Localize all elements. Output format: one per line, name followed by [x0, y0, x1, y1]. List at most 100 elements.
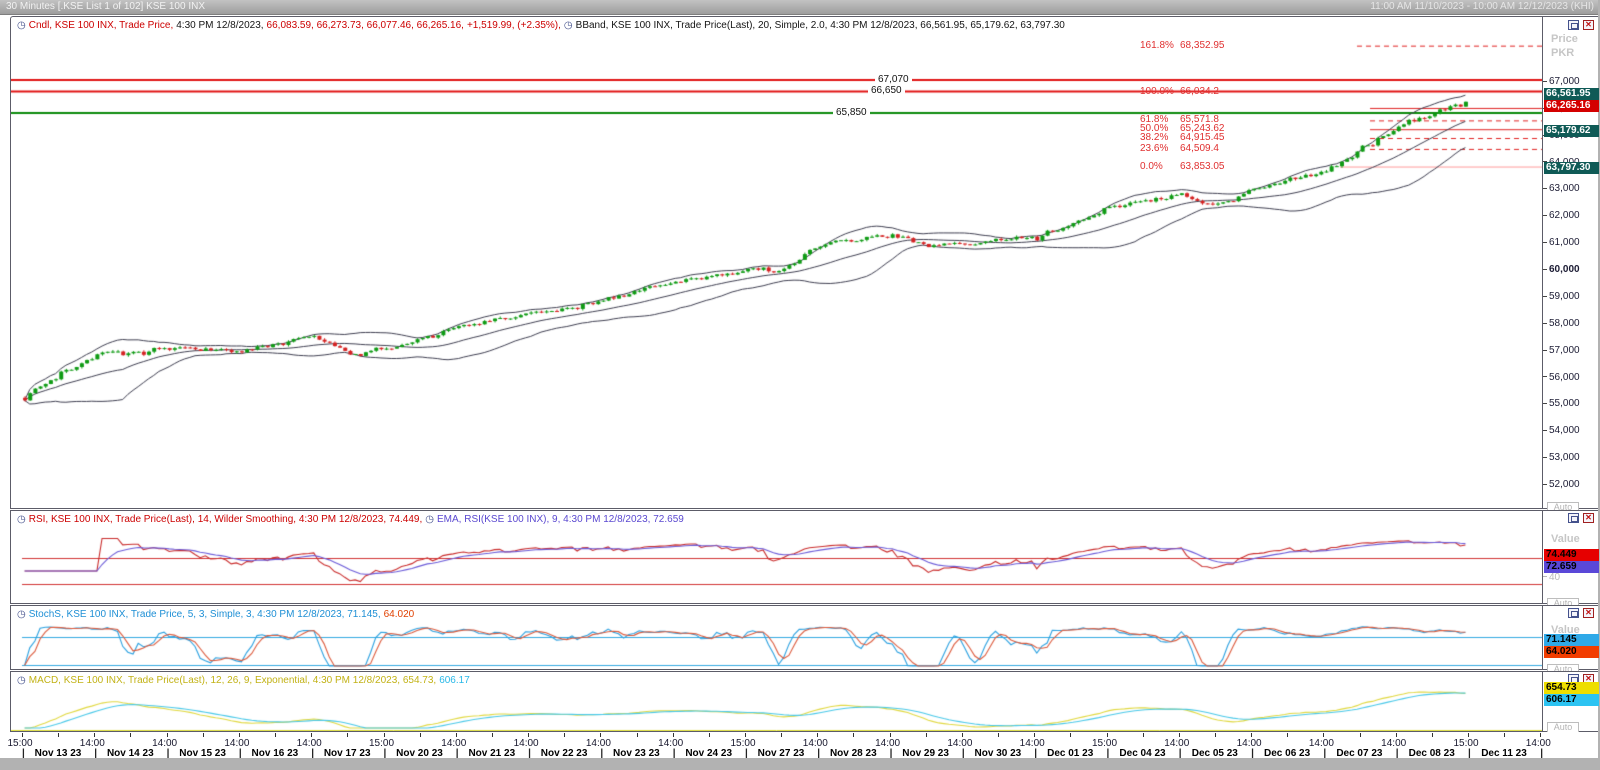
window-titlebar[interactable]: 30 Minutes [.KSE List 1 of 102] KSE 100 … — [0, 0, 1600, 15]
close-panel-icon[interactable]: ✕ — [1583, 20, 1594, 30]
main-chart-legend[interactable]: ◷ Cndl, KSE 100 INX, Trade Price, 4:30 PM … — [17, 20, 1068, 31]
axis-separator: | — [1106, 748, 1110, 759]
fib-level-label[interactable]: 38.2% 64,915.45 — [1140, 132, 1225, 143]
date-axis-label: Nov 13 23 — [34, 748, 82, 759]
date-axis-label: Nov 28 23 — [829, 748, 877, 759]
time-axis-label: 14:00 — [947, 738, 973, 749]
delayed-clock-icon: ◷ — [17, 20, 26, 31]
legend-cndl-name: Cndl, KSE 100 INX, Trade Price, — [28, 20, 174, 31]
time-axis-label: 14:00 — [152, 738, 178, 749]
price-level-label[interactable]: 66,650 — [868, 85, 905, 97]
time-axis-label: 14:00 — [1308, 738, 1334, 749]
time-axis[interactable]: 15:00 14:00 14:00 14:00 14:00 15:00 14:00 14:00… — [0, 732, 1600, 759]
axis-separator: | — [1468, 748, 1471, 759]
axis-tick — [961, 733, 963, 737]
axis-tick — [202, 733, 204, 737]
macd-panel[interactable]: ◷ MACD, KSE 100 INX, Trade Price(Last), 1… — [10, 671, 1543, 732]
axis-separator: | — [1323, 748, 1327, 759]
tick-mark — [1543, 576, 1547, 578]
price-axis-tick: 62,000 — [1543, 210, 1580, 221]
fib-price: 65,571.8 — [1180, 114, 1219, 126]
axis-tick — [998, 733, 1000, 737]
candlestick-canvas[interactable] — [11, 17, 1542, 508]
fib-level-label[interactable]: 23.6% 64,509.4 — [1140, 143, 1219, 154]
time-axis-label: 15:00 — [368, 738, 395, 749]
axis-tick — [419, 733, 421, 737]
date-axis-label: Nov 20 23 — [396, 748, 443, 759]
rsi-panel-controls: ✕ — [1568, 513, 1598, 524]
legend-stoch: StochS, KSE 100 INX, Trade Price, 5, 3, … — [28, 609, 381, 620]
date-axis-label: Nov 17 23 — [323, 748, 371, 759]
rsi-panel[interactable]: ◷ RSI, KSE 100 INX, Trade Price(Last), 14… — [10, 510, 1543, 604]
axis-tick — [1142, 733, 1144, 737]
axis-separator: | — [600, 748, 604, 759]
stochastic-canvas[interactable] — [11, 606, 1542, 669]
tick-mark — [1543, 295, 1547, 297]
time-axis-label: 14:00 — [1525, 738, 1551, 749]
axis-separator: | — [1034, 748, 1037, 759]
value-badge: 66,265.16 — [1544, 100, 1599, 112]
axis-separator: | — [1178, 748, 1182, 759]
legend-stoch-d: 64.020 — [383, 609, 415, 620]
axis-separator: | — [166, 748, 170, 759]
restore-panel-icon[interactable] — [1568, 608, 1579, 618]
date-range-label: 11:00 AM 11/10/2023 - 10:00 AM 12/12/202… — [1370, 1, 1594, 12]
axis-tick — [58, 733, 60, 737]
axis-separator: | — [961, 748, 965, 759]
tick-label: 52,000 — [1549, 479, 1580, 491]
value-badge: 63,797.30 — [1544, 162, 1599, 174]
axis-separator: | — [22, 748, 25, 759]
stochastic-legend[interactable]: ◷ StochS, KSE 100 INX, Trade Price, 5, 3,… — [17, 609, 417, 620]
fib-level-label[interactable]: 0.0% 63,853.05 — [1140, 161, 1225, 172]
tick-mark — [1543, 457, 1547, 459]
axis-tick — [528, 733, 530, 737]
price-level-label[interactable]: 65,850 — [833, 106, 870, 118]
tick-label: 40 — [1549, 571, 1561, 583]
tick-mark — [1543, 80, 1547, 82]
legend-cndl-values: 66,083.59, 66,273.73, 66,077.46, 66,265.… — [266, 20, 464, 31]
date-axis-label: Nov 15 23 — [179, 748, 226, 759]
restore-panel-icon[interactable] — [1568, 513, 1579, 523]
fib-level-label[interactable]: 100.0% 66,034.2 — [1140, 86, 1219, 97]
axis-tick — [1540, 733, 1542, 737]
axis-tick — [925, 733, 927, 737]
rsi-canvas[interactable] — [11, 511, 1542, 603]
main-price-chart-panel[interactable]: ◷ Cndl, KSE 100 INX, Trade Price, 4:30 PM … — [10, 16, 1543, 509]
stochastic-panel[interactable]: ◷ StochS, KSE 100 INX, Trade Price, 5, 3,… — [10, 605, 1543, 670]
axis-tick — [1251, 733, 1253, 737]
tick-label: 61,000 — [1549, 237, 1580, 249]
time-axis-label: 14:00 — [1019, 738, 1045, 749]
macd-canvas[interactable] — [11, 672, 1542, 731]
stoch-axis-label: Value — [1551, 624, 1580, 636]
price-axis-tick: 59,000 — [1543, 291, 1580, 302]
value-badge: 606.17 — [1544, 694, 1599, 706]
axis-tick — [491, 733, 493, 737]
tick-label: 63,000 — [1549, 183, 1580, 195]
date-axis-label: Dec 08 23 — [1408, 748, 1455, 759]
fib-price: 65,243.62 — [1180, 123, 1225, 135]
axis-separator: | — [672, 748, 676, 759]
tick-label: 57,000 — [1549, 344, 1580, 356]
price-level-label[interactable]: 67,070 — [875, 74, 912, 86]
date-axis-label: Dec 11 23 — [1481, 748, 1527, 759]
price-axis-tick: 57,000 — [1543, 345, 1580, 356]
axis-tick — [853, 733, 855, 737]
date-axis-label: Nov 21 23 — [468, 748, 516, 759]
fib-level-label[interactable]: 161.8% 68,352.95 — [1140, 40, 1225, 51]
legend-rsi: RSI, KSE 100 INX, Trade Price(Last), 14,… — [28, 514, 423, 525]
date-axis-label: Dec 01 23 — [1047, 748, 1094, 759]
close-panel-icon[interactable]: ✕ — [1583, 513, 1594, 523]
fib-level-label[interactable]: 61.8% 65,571.8 — [1140, 114, 1219, 125]
macd-legend[interactable]: ◷ MACD, KSE 100 INX, Trade Price(Last), 1… — [17, 675, 473, 686]
axis-tick — [1287, 733, 1289, 737]
fib-pct: 50.0% — [1140, 123, 1169, 135]
window-title: 30 Minutes [.KSE List 1 of 102] KSE 100 … — [6, 1, 205, 12]
axis-separator: | — [1540, 748, 1544, 759]
axis-separator: | — [817, 748, 821, 759]
fib-level-label[interactable]: 50.0% 65,243.62 — [1140, 123, 1225, 134]
restore-panel-icon[interactable] — [1568, 20, 1579, 30]
price-axis-tick: 60,000 — [1543, 264, 1580, 275]
close-panel-icon[interactable]: ✕ — [1583, 608, 1594, 618]
axis-tick — [311, 733, 313, 737]
rsi-legend[interactable]: ◷ RSI, KSE 100 INX, Trade Price(Last), 14… — [17, 514, 687, 525]
